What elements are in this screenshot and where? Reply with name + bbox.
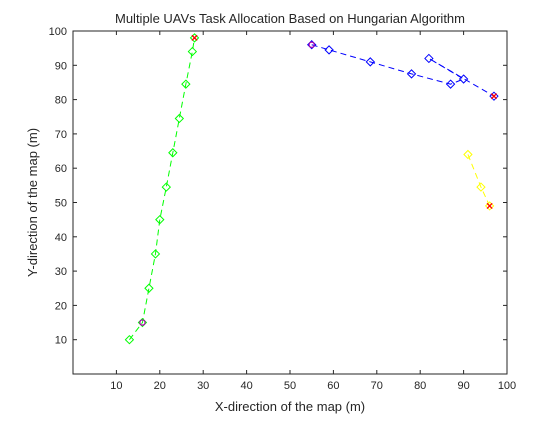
series-2-point xyxy=(458,74,469,84)
x-tick-label: 70 xyxy=(371,380,383,392)
series-1-point xyxy=(189,33,200,43)
series-2-point xyxy=(324,45,334,55)
x-tick-label: 80 xyxy=(414,380,426,392)
y-tick-label: 70 xyxy=(55,129,67,141)
y-tick-label: 20 xyxy=(55,300,67,312)
series-3-point xyxy=(463,149,473,160)
tick-layer: 10 20 30 40 50 60 70 80 90 100 10 20 30 40 50 60 70 80 90 1… xyxy=(49,26,517,392)
x-tick-label: 60 xyxy=(327,380,339,392)
series-2-point xyxy=(489,91,499,101)
series-3-path xyxy=(467,154,491,207)
series-2-path xyxy=(311,44,495,97)
y-axis-label: Y-direction of the map (m) xyxy=(25,128,40,277)
x-tick-label: 20 xyxy=(154,380,166,392)
series-1-point xyxy=(174,113,185,124)
plot-layer xyxy=(124,33,499,345)
x-axis-label: X-direction of the map (m) xyxy=(215,399,365,414)
y-tick-label: 60 xyxy=(55,163,67,175)
x-tick-label: 30 xyxy=(197,380,209,392)
series-2-point xyxy=(445,79,456,89)
y-tick-label: 10 xyxy=(55,335,67,347)
series-3-point xyxy=(484,201,495,211)
y-tick-label: 50 xyxy=(55,198,67,210)
x-tick-label: 40 xyxy=(240,380,252,392)
series-1-point xyxy=(144,283,154,293)
series-2-point xyxy=(406,69,417,79)
series-1-point xyxy=(124,334,135,345)
series-3-point xyxy=(476,182,486,192)
series-1-point xyxy=(187,46,198,57)
y-tick-label: 90 xyxy=(55,60,67,72)
x-tick-label: 10 xyxy=(110,380,122,392)
series-1-end-marker xyxy=(191,34,198,41)
series-1-point xyxy=(161,182,172,192)
y-tick-label: 40 xyxy=(55,232,67,244)
series-1-point xyxy=(168,148,178,158)
series-2-start-marker xyxy=(308,41,315,48)
series-2-point xyxy=(424,53,434,64)
series-1-point xyxy=(181,79,191,89)
x-tick-label: 50 xyxy=(284,380,296,392)
series-2-end-marker xyxy=(490,93,498,100)
y-tick-label: 30 xyxy=(55,266,67,278)
series-3-end-marker xyxy=(486,202,493,209)
series-1-path xyxy=(129,37,196,341)
y-tick-label: 100 xyxy=(49,26,67,38)
series-1-start-marker xyxy=(139,319,146,326)
x-tick-label: 100 xyxy=(498,380,516,392)
y-tick-label: 80 xyxy=(55,95,67,107)
x-tick-label: 90 xyxy=(457,380,469,392)
chart-title: Multiple UAVs Task Allocation Based on H… xyxy=(115,11,465,26)
series-1-point xyxy=(150,249,161,259)
series-2-point xyxy=(365,57,375,67)
series-1-point xyxy=(155,214,165,225)
